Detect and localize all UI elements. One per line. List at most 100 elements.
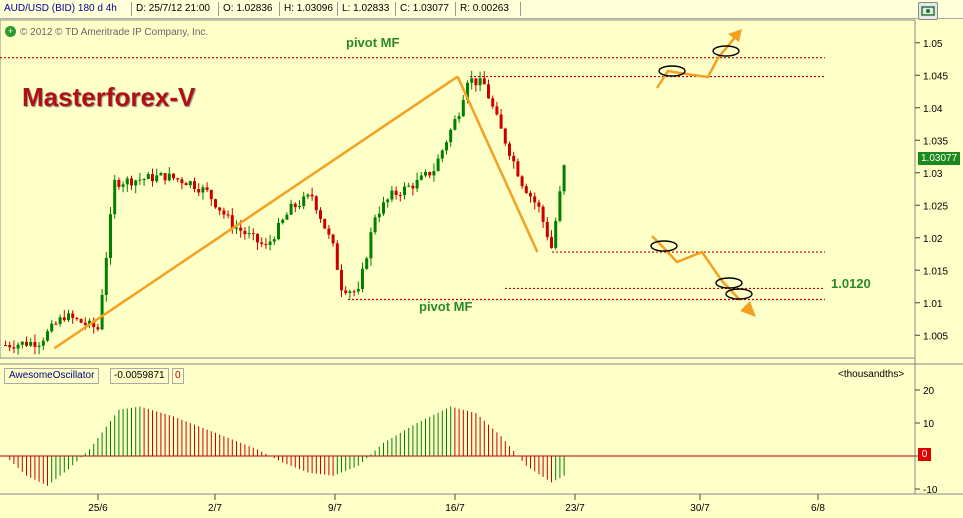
- candle-body: [394, 190, 398, 196]
- y-tick-label: 1.015: [923, 266, 948, 277]
- candle-body: [62, 317, 66, 321]
- y-tick-label: 1.035: [923, 136, 948, 147]
- candle-body: [83, 322, 87, 325]
- arrow-up-head: [728, 29, 742, 42]
- candle-body: [163, 173, 167, 181]
- candle-body: [348, 291, 352, 294]
- candle-body: [386, 199, 390, 203]
- marker-ellipse: [658, 65, 686, 77]
- candle-body: [382, 202, 385, 214]
- candle-body: [188, 181, 192, 186]
- marker-ellipse: [725, 288, 753, 300]
- watermark-text: Masterforex-V: [22, 82, 196, 112]
- candle-body: [67, 313, 70, 321]
- candle-body: [256, 233, 259, 243]
- candle-body: [260, 242, 264, 245]
- candle-body: [449, 129, 453, 143]
- candle-body: [352, 291, 356, 293]
- high-label: H: 1.03096: [284, 3, 333, 14]
- candle-body: [407, 185, 411, 187]
- osc-tick-label: 20: [923, 386, 935, 397]
- level-label: 1.0120: [831, 276, 871, 291]
- candle-body: [520, 176, 524, 187]
- x-tick-label: 6/8: [811, 503, 825, 514]
- open-label: O: 1.02836: [223, 3, 273, 14]
- candle-body: [201, 187, 205, 193]
- candle-body: [302, 196, 306, 207]
- candle-body: [361, 268, 364, 289]
- candle-body: [516, 161, 520, 177]
- candle-body: [453, 119, 457, 130]
- candle-body: [445, 142, 448, 151]
- candle-body: [151, 174, 154, 182]
- candle-body: [172, 173, 175, 179]
- candle-body: [340, 269, 343, 291]
- candle-body: [277, 222, 280, 240]
- candle-body: [541, 206, 545, 222]
- y-tick-label: 1.005: [923, 331, 948, 342]
- candle-body: [75, 317, 79, 320]
- candle-body: [100, 294, 104, 330]
- forecast-down-path: [651, 235, 741, 301]
- oscillator-value: -0.0059871: [110, 368, 169, 384]
- pivot-label-bottom: pivot MF: [419, 299, 473, 314]
- candle-body: [247, 233, 251, 235]
- candle-body: [424, 171, 427, 176]
- candle-body: [356, 288, 360, 292]
- osc-tick-label: 10: [923, 419, 935, 430]
- candle-body: [545, 221, 549, 238]
- candle-body: [117, 179, 121, 187]
- candle-body: [482, 78, 486, 85]
- candle-body: [508, 143, 511, 156]
- candle-body: [478, 78, 482, 86]
- candle-body: [562, 165, 566, 192]
- candle-body: [25, 341, 28, 346]
- candle-body: [226, 214, 230, 216]
- candle-body: [4, 345, 7, 346]
- candle-body: [96, 327, 100, 330]
- y-tick-label: 1.05: [923, 39, 943, 50]
- candle-body: [457, 116, 461, 120]
- candle-body: [411, 185, 415, 189]
- oscillator-name[interactable]: AwesomeOscillator: [4, 368, 100, 384]
- chart-settings-icon[interactable]: [918, 2, 938, 20]
- candle-body: [71, 313, 75, 318]
- y-tick-label: 1.03: [923, 169, 943, 180]
- osc-tick-label: -10: [923, 485, 938, 496]
- candle-body: [16, 344, 20, 349]
- candle-body: [306, 194, 310, 197]
- candle-body: [142, 179, 146, 181]
- candle-body: [268, 241, 272, 245]
- candle-body: [499, 114, 503, 129]
- candle-body: [428, 171, 432, 176]
- oscillator-units: <thousandths>: [838, 369, 905, 380]
- candle-body: [550, 237, 553, 248]
- candle-body: [335, 243, 339, 270]
- oscillator-zero-badge: 0: [918, 448, 931, 461]
- candle-body: [377, 213, 381, 218]
- pivot-label-top: pivot MF: [346, 35, 400, 50]
- x-tick-label: 25/6: [88, 503, 108, 514]
- candle-body: [134, 180, 138, 186]
- candle-body: [512, 155, 516, 162]
- candle-body: [33, 341, 37, 347]
- candle-body: [20, 341, 24, 345]
- candle-body: [487, 84, 490, 99]
- candle-body: [415, 179, 419, 189]
- candle-body: [121, 184, 125, 187]
- candle-body: [436, 158, 440, 172]
- marker-ellipse: [650, 240, 678, 252]
- candle-body: [432, 171, 436, 176]
- candle-body: [398, 195, 402, 197]
- candle-body: [230, 215, 234, 229]
- candle-body: [29, 341, 33, 346]
- candle-body: [88, 320, 91, 325]
- candle-body: [79, 319, 83, 323]
- y-tick-label: 1.025: [923, 201, 948, 212]
- candle-body: [184, 183, 188, 186]
- symbol-label[interactable]: AUD/USD (BID) 180 d 4h: [4, 3, 117, 14]
- candle-body: [205, 187, 209, 190]
- candle-body: [130, 178, 133, 186]
- candle-body: [159, 173, 163, 176]
